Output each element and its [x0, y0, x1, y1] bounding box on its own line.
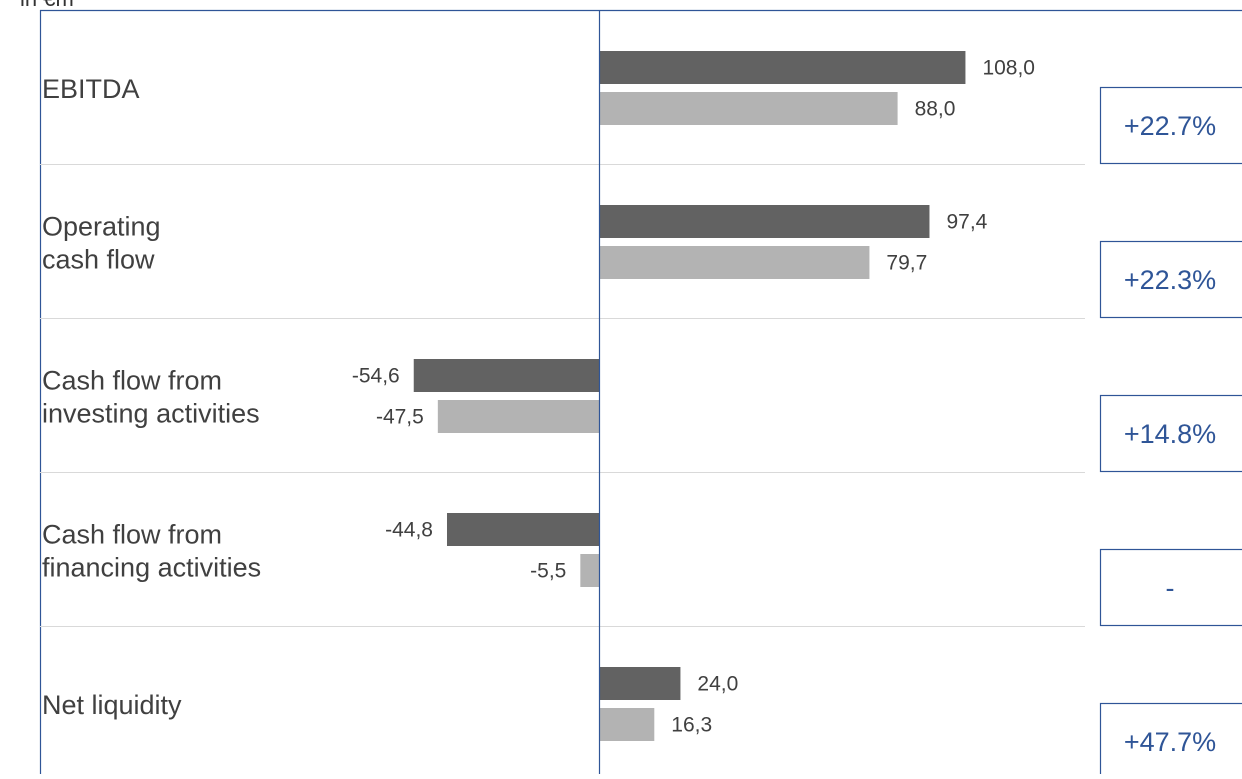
change-value: +47.7%: [1124, 727, 1216, 757]
bar-previous: [580, 554, 599, 587]
value-label: 97,4: [946, 211, 987, 234]
value-label: -47,5: [376, 406, 424, 429]
bar-previous: [599, 92, 898, 125]
value-label: 24,0: [697, 673, 738, 696]
bar-previous: [438, 400, 599, 433]
change-value: +14.8%: [1124, 419, 1216, 449]
category-label: Cash flow from: [42, 520, 222, 550]
bar-previous: [599, 246, 869, 279]
value-label: 16,3: [671, 714, 712, 737]
bar-current: [599, 667, 680, 700]
bar-current: [599, 205, 929, 238]
bar-current: [599, 51, 965, 84]
unit-label: in €m: [20, 0, 74, 12]
bar-previous: [599, 708, 654, 741]
category-label: Cash flow from: [42, 366, 222, 396]
change-value: -: [1166, 573, 1175, 603]
value-label: -54,6: [352, 365, 400, 388]
value-label: 108,0: [982, 57, 1035, 80]
category-label: EBITDA: [42, 74, 140, 104]
category-label: cash flow: [42, 245, 155, 275]
value-label: -5,5: [530, 560, 566, 583]
value-label: 88,0: [915, 98, 956, 121]
bar-current: [447, 513, 599, 546]
category-label: Operating: [42, 212, 161, 242]
change-value: +22.3%: [1124, 265, 1216, 295]
bar-current: [414, 359, 599, 392]
category-label: Net liquidity: [42, 690, 182, 720]
category-label: financing activities: [42, 553, 261, 583]
category-label: investing activities: [42, 399, 260, 429]
value-label: 79,7: [886, 252, 927, 275]
change-value: +22.7%: [1124, 111, 1216, 141]
value-label: -44,8: [385, 519, 433, 542]
